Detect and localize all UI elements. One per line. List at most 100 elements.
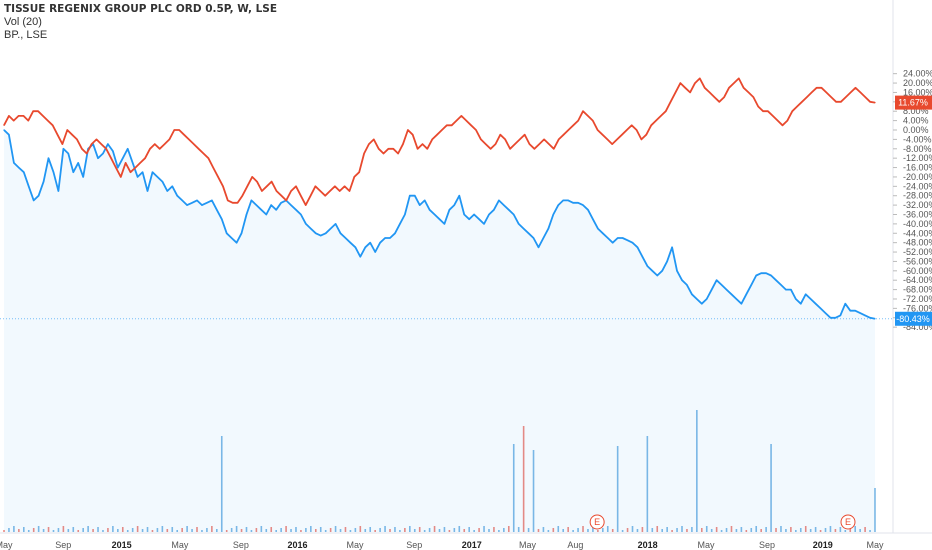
volume-bar (374, 530, 376, 532)
data-point (22, 115, 25, 117)
data-point (801, 101, 803, 103)
volume-bar (785, 529, 787, 532)
y-tick-label: -60.00% (903, 266, 932, 276)
volume-bar (453, 528, 456, 532)
data-point (173, 129, 175, 131)
data-point (738, 77, 740, 79)
volume-bar (765, 527, 767, 532)
main-last-badge-bg (895, 311, 932, 326)
data-point (859, 91, 862, 93)
data-point (552, 213, 554, 216)
data-point (532, 237, 535, 239)
data-point (335, 223, 337, 225)
y-tick-label: -20.00% (903, 172, 932, 182)
data-point (864, 314, 866, 316)
data-point (201, 204, 203, 206)
volume-bar (211, 526, 213, 532)
data-point (161, 181, 163, 183)
volume-bar (517, 527, 520, 532)
data-point (816, 87, 818, 89)
data-point (441, 129, 443, 131)
data-point (611, 143, 613, 145)
volume-bar (423, 530, 426, 532)
y-tick-label: 16.00% (903, 87, 932, 97)
compare-last-badge-bg (895, 95, 932, 110)
data-point (329, 190, 331, 192)
volume-bar (498, 530, 500, 532)
data-point (71, 134, 73, 136)
volume-bar (542, 527, 545, 532)
volume-bar (720, 530, 723, 532)
x-tick-label: Sep (759, 540, 775, 550)
volume-bar (710, 529, 713, 532)
volume-bar (52, 530, 55, 532)
data-point (122, 157, 124, 159)
data-point (77, 162, 79, 164)
y-tick-label: 8.00% (903, 106, 929, 116)
data-point (245, 213, 248, 216)
chart-legend: TISSUE REGENIX GROUP PLC ORD 0.5P, W, LS… (4, 3, 277, 42)
volume-bar (161, 526, 164, 532)
volume-bar (206, 528, 208, 532)
data-point (271, 181, 273, 183)
data-point (458, 195, 460, 197)
data-point (689, 91, 691, 93)
data-point (183, 134, 185, 136)
data-point (864, 96, 866, 98)
y-tick-label: -8.00% (903, 144, 932, 154)
x-tick-label: May (0, 540, 13, 550)
volume-bar (310, 526, 312, 532)
compare-last-badge: 11.67% (895, 95, 932, 110)
volume-bar (433, 526, 436, 532)
y-tick-label: 4.00% (903, 116, 929, 126)
data-point (18, 115, 20, 117)
data-point (52, 171, 55, 173)
data-point (523, 228, 525, 230)
data-point (706, 298, 708, 300)
data-point (127, 148, 129, 150)
volume-bar (443, 527, 446, 532)
data-point (582, 204, 584, 206)
data-point (324, 195, 326, 197)
data-point (237, 202, 239, 204)
data-point (315, 232, 317, 234)
volume-bar (700, 528, 703, 532)
y-tick-label: -56.00% (903, 256, 932, 266)
data-point (402, 143, 404, 145)
data-point (790, 289, 792, 291)
volume-bar (32, 528, 35, 532)
volume-bar (82, 528, 84, 532)
data-point (339, 232, 342, 234)
earnings-marker[interactable]: E (589, 514, 605, 530)
data-point (62, 148, 64, 150)
y-tick-label: -84.00% (903, 322, 932, 332)
data-point (137, 176, 139, 178)
data-point (419, 204, 421, 206)
volume-bar (270, 527, 273, 532)
volume-bar (651, 528, 654, 532)
volume-bar (141, 529, 144, 532)
data-point (389, 237, 391, 239)
data-point (728, 87, 730, 89)
x-tick-label: Sep (55, 540, 71, 550)
data-point (251, 176, 253, 178)
volume-bar (349, 530, 352, 532)
volume-bar (67, 529, 70, 532)
data-point (869, 317, 871, 319)
volume-bar (329, 528, 332, 532)
data-point (159, 148, 161, 150)
data-point (67, 152, 69, 155)
y-tick-label: 20.00% (903, 78, 932, 88)
volume-bar (394, 527, 396, 532)
data-point (830, 96, 832, 98)
volume-bar (735, 529, 738, 532)
data-point (597, 228, 599, 230)
data-point (815, 303, 817, 305)
volume-bar (13, 526, 15, 532)
data-point (334, 185, 336, 187)
volume-bar (126, 530, 129, 532)
earnings-marker[interactable]: E (840, 514, 856, 530)
data-point (631, 242, 634, 244)
volume-bar (696, 410, 698, 532)
